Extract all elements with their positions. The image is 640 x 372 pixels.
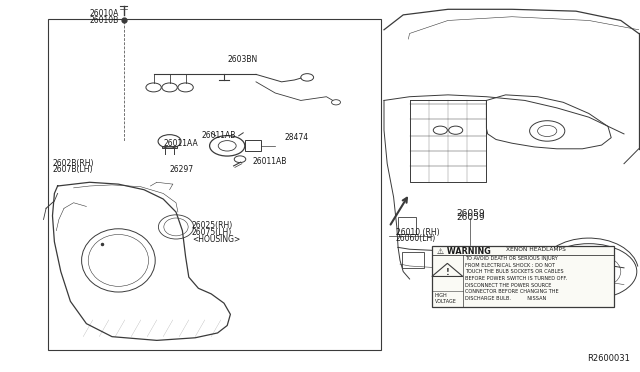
Text: 26060(LH): 26060(LH) <box>396 234 436 243</box>
Text: ⚠ WARNING: ⚠ WARNING <box>437 247 491 256</box>
Text: 2607B(LH): 2607B(LH) <box>52 165 93 174</box>
Bar <box>245 140 261 151</box>
Text: DISCHARGE BULB.          NISSAN: DISCHARGE BULB. NISSAN <box>465 296 546 301</box>
Text: 26011AB: 26011AB <box>202 131 236 140</box>
Text: 26297: 26297 <box>170 165 194 174</box>
Text: 26059: 26059 <box>456 213 484 222</box>
Text: <HOUSING>: <HOUSING> <box>192 235 240 244</box>
Text: R2600031: R2600031 <box>588 354 630 363</box>
Text: XENON HEADLAMPS: XENON HEADLAMPS <box>506 247 566 252</box>
Text: 26010 (RH): 26010 (RH) <box>396 228 439 237</box>
Text: TO AVOID DEATH OR SERIOUS INJURY: TO AVOID DEATH OR SERIOUS INJURY <box>465 256 557 261</box>
Bar <box>162 146 177 148</box>
Text: TOUCH THE BULB SOCKETS OR CABLES: TOUCH THE BULB SOCKETS OR CABLES <box>465 269 563 274</box>
Bar <box>48 19 381 350</box>
Bar <box>402 252 424 268</box>
Text: 26025(RH): 26025(RH) <box>192 221 233 230</box>
Bar <box>432 246 614 307</box>
Text: 28474: 28474 <box>285 133 309 142</box>
Text: !: ! <box>445 268 449 277</box>
Text: CONNECTOR BEFORE CHANGING THE: CONNECTOR BEFORE CHANGING THE <box>465 289 558 294</box>
Text: HIGH
VOLTAGE: HIGH VOLTAGE <box>435 293 456 304</box>
Text: 2603BN: 2603BN <box>227 55 257 64</box>
Text: 26059: 26059 <box>456 209 484 218</box>
Text: 26011AA: 26011AA <box>163 139 198 148</box>
Text: FROM ELECTRICAL SHOCK : DO NOT: FROM ELECTRICAL SHOCK : DO NOT <box>465 263 555 267</box>
Text: BEFORE POWER SWITCH IS TURNED OFF.: BEFORE POWER SWITCH IS TURNED OFF. <box>465 276 567 281</box>
Bar <box>398 217 416 234</box>
Text: 26010B: 26010B <box>89 16 118 25</box>
Text: 26075(LH): 26075(LH) <box>192 228 232 237</box>
Text: 26011AB: 26011AB <box>253 157 287 166</box>
Text: DISCONNECT THE POWER SOURCE: DISCONNECT THE POWER SOURCE <box>465 283 551 288</box>
Text: 26010A: 26010A <box>89 9 118 17</box>
Text: 2602B(RH): 2602B(RH) <box>52 159 94 168</box>
